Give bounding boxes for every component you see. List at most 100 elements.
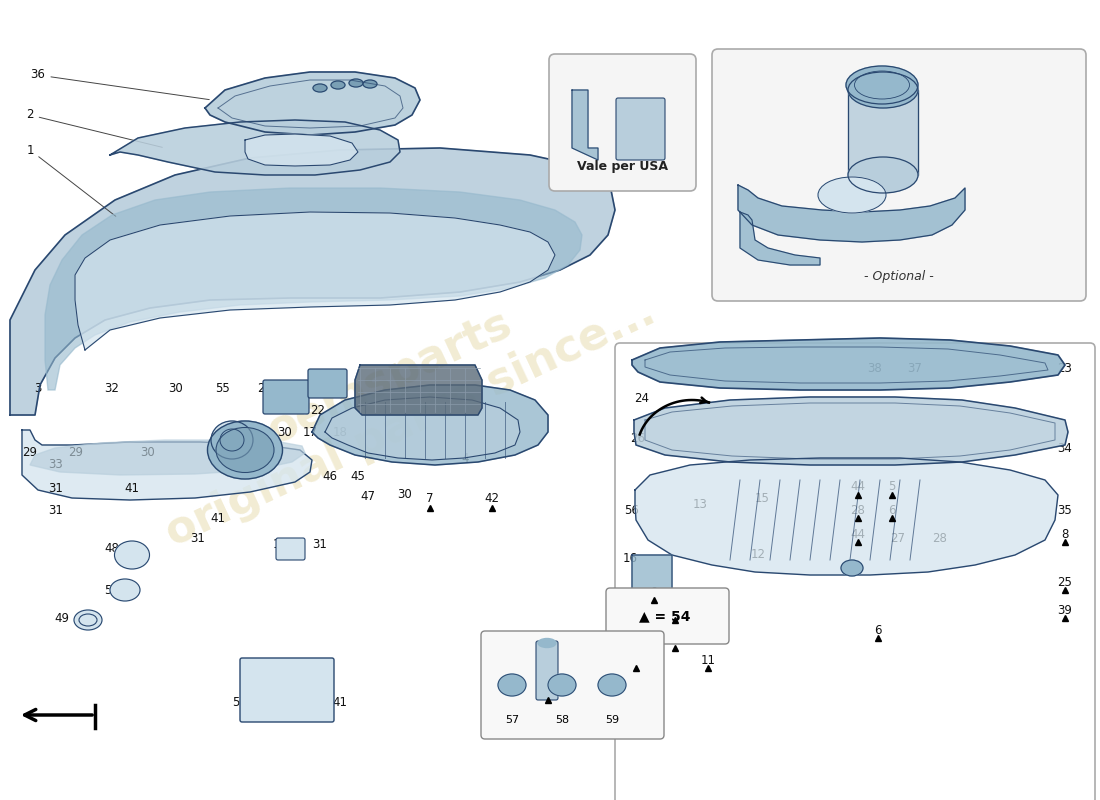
Text: 53: 53	[261, 662, 275, 674]
FancyBboxPatch shape	[240, 658, 334, 722]
Text: 18: 18	[332, 426, 348, 438]
Ellipse shape	[818, 177, 886, 213]
Text: 31: 31	[190, 531, 206, 545]
Text: 21: 21	[257, 382, 273, 394]
Polygon shape	[634, 397, 1068, 465]
Text: 26: 26	[630, 431, 646, 445]
Text: 62: 62	[923, 182, 1077, 194]
Text: 1: 1	[26, 143, 116, 216]
Text: 48: 48	[104, 542, 120, 554]
Ellipse shape	[598, 674, 626, 696]
Text: 41: 41	[332, 695, 348, 709]
Ellipse shape	[842, 560, 864, 576]
Text: 40: 40	[668, 606, 682, 618]
Text: 24: 24	[635, 391, 649, 405]
Text: 61: 61	[921, 143, 1077, 157]
FancyBboxPatch shape	[712, 49, 1086, 301]
Text: 2: 2	[26, 109, 163, 147]
Text: 59: 59	[605, 715, 619, 725]
Text: 32: 32	[104, 382, 120, 394]
Polygon shape	[22, 430, 312, 500]
Polygon shape	[740, 212, 820, 265]
Polygon shape	[635, 458, 1058, 575]
Text: 46: 46	[322, 470, 338, 482]
Text: 33: 33	[48, 458, 64, 471]
Ellipse shape	[538, 638, 556, 647]
Ellipse shape	[846, 66, 918, 104]
Text: 27: 27	[891, 531, 905, 545]
Polygon shape	[632, 555, 672, 628]
Ellipse shape	[208, 421, 283, 479]
Text: 4: 4	[461, 451, 469, 465]
Polygon shape	[632, 338, 1065, 390]
FancyBboxPatch shape	[536, 641, 558, 700]
Text: 41: 41	[124, 482, 140, 494]
Text: oemsparts
original parts since...: oemsparts original parts since...	[138, 245, 662, 555]
FancyBboxPatch shape	[549, 54, 696, 191]
Text: 30: 30	[168, 382, 184, 394]
Text: 25: 25	[1057, 575, 1072, 589]
Polygon shape	[312, 385, 548, 465]
Text: 29: 29	[22, 446, 37, 458]
Text: 38: 38	[868, 362, 882, 374]
Text: 18: 18	[730, 198, 756, 220]
Text: 34: 34	[1057, 442, 1072, 454]
Polygon shape	[110, 120, 400, 175]
Text: 31: 31	[48, 482, 64, 494]
Ellipse shape	[548, 674, 576, 696]
Polygon shape	[738, 185, 965, 242]
FancyBboxPatch shape	[481, 631, 664, 739]
Text: 8: 8	[1062, 527, 1069, 541]
Text: 6: 6	[874, 623, 882, 637]
Ellipse shape	[114, 541, 150, 569]
Text: 22: 22	[310, 403, 326, 417]
Ellipse shape	[74, 610, 102, 630]
Ellipse shape	[848, 72, 918, 108]
Text: 49: 49	[55, 611, 69, 625]
Text: 6: 6	[889, 503, 895, 517]
Text: 17: 17	[302, 426, 318, 438]
Text: 50: 50	[277, 695, 293, 709]
Text: 39: 39	[1057, 603, 1072, 617]
Text: 56: 56	[625, 503, 639, 517]
Text: 64: 64	[571, 71, 585, 85]
Text: 28: 28	[850, 503, 866, 517]
Text: 31: 31	[312, 538, 328, 551]
Ellipse shape	[314, 84, 327, 92]
Text: 16: 16	[623, 551, 638, 565]
Polygon shape	[355, 365, 482, 415]
Text: Vale per USA: Vale per USA	[578, 160, 668, 173]
Text: 35: 35	[1057, 503, 1072, 517]
Text: 12: 12	[750, 549, 766, 562]
Ellipse shape	[498, 674, 526, 696]
Text: 30: 30	[397, 489, 412, 502]
Text: 45: 45	[351, 470, 365, 482]
Text: 28: 28	[933, 531, 947, 545]
Text: 30: 30	[277, 426, 293, 438]
Text: 47: 47	[361, 490, 375, 502]
Text: 15: 15	[755, 491, 769, 505]
Text: - Optional -: - Optional -	[865, 270, 934, 283]
FancyBboxPatch shape	[308, 369, 346, 398]
Polygon shape	[324, 397, 520, 460]
Text: 42: 42	[484, 491, 499, 505]
FancyBboxPatch shape	[263, 380, 309, 414]
Text: 23: 23	[1057, 362, 1072, 374]
Text: 5: 5	[889, 481, 895, 494]
Ellipse shape	[363, 80, 377, 88]
Polygon shape	[75, 212, 556, 350]
Text: 41: 41	[210, 511, 225, 525]
Text: 44: 44	[850, 527, 866, 541]
Polygon shape	[10, 148, 615, 415]
Text: 30: 30	[141, 446, 155, 458]
Text: 63: 63	[630, 71, 646, 85]
Text: 31: 31	[48, 503, 64, 517]
Polygon shape	[205, 72, 420, 135]
Text: 37: 37	[908, 362, 923, 374]
Text: 51: 51	[232, 695, 248, 709]
Text: 20: 20	[298, 382, 312, 394]
Text: 9: 9	[650, 586, 658, 598]
FancyBboxPatch shape	[606, 588, 729, 644]
FancyBboxPatch shape	[276, 538, 305, 560]
Text: 10: 10	[668, 634, 682, 646]
